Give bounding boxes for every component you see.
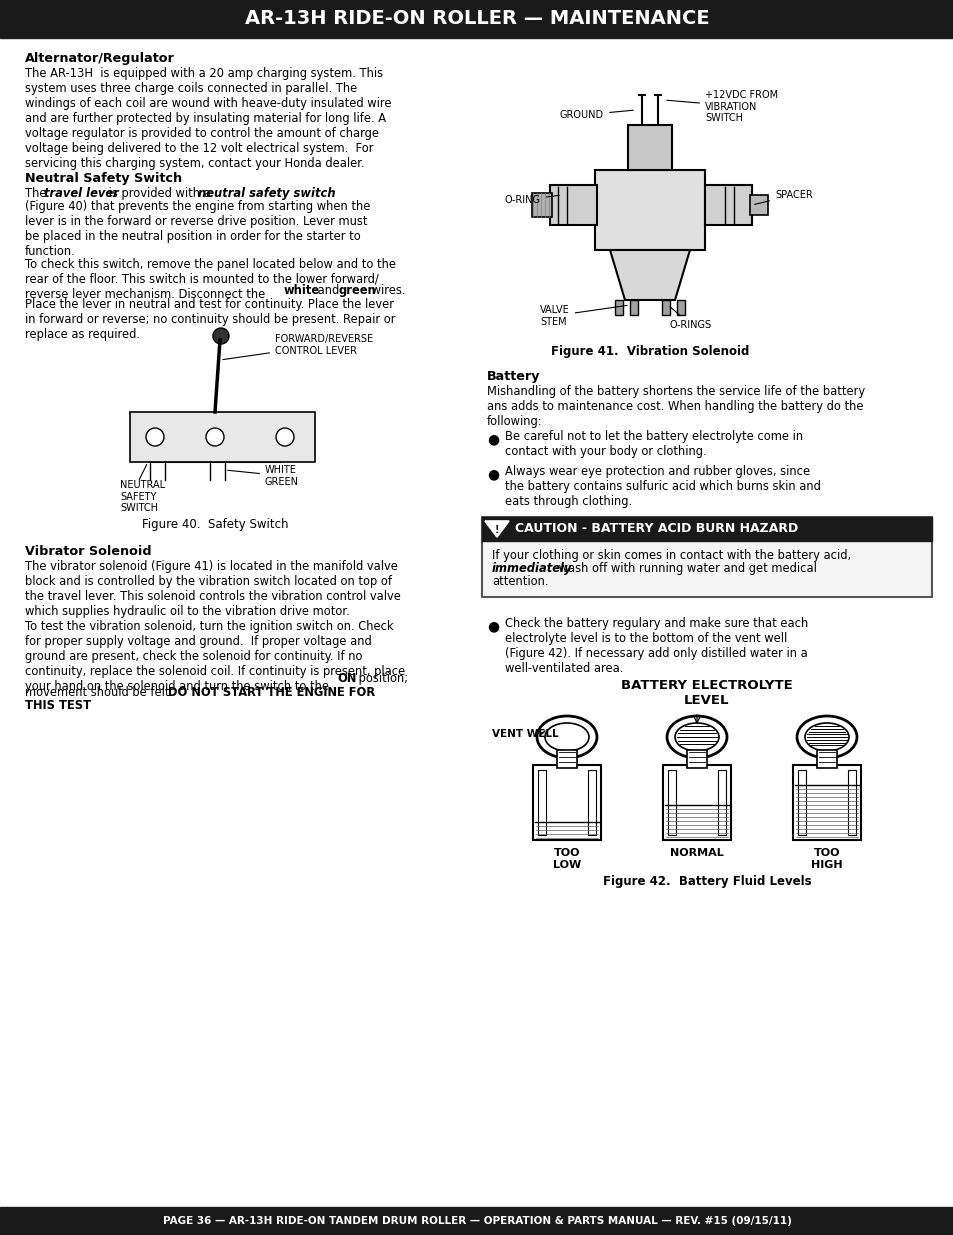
- Text: TOO
HIGH: TOO HIGH: [810, 848, 841, 869]
- Text: ●: ●: [486, 619, 498, 634]
- Bar: [749, 195, 767, 215]
- Text: To check this switch, remove the panel located below and to the
rear of the floo: To check this switch, remove the panel l…: [25, 258, 395, 301]
- Bar: [550, 185, 597, 225]
- Text: Figure 42.  Battery Fluid Levels: Figure 42. Battery Fluid Levels: [602, 876, 810, 888]
- Text: Neutral Safety Switch: Neutral Safety Switch: [25, 172, 182, 185]
- Bar: [704, 185, 751, 225]
- Text: PAGE 36 — AR-13H RIDE-ON TANDEM DRUM ROLLER — OPERATION & PARTS MANUAL — REV. #1: PAGE 36 — AR-13H RIDE-ON TANDEM DRUM ROL…: [162, 1216, 791, 1226]
- Bar: [792, 764, 861, 840]
- Text: position;: position;: [355, 672, 408, 685]
- Text: WHITE
GREEN: WHITE GREEN: [228, 466, 298, 487]
- Bar: [557, 750, 577, 768]
- Bar: [587, 769, 596, 835]
- Polygon shape: [484, 521, 509, 537]
- Text: O-RING: O-RING: [504, 195, 558, 205]
- Bar: [481, 517, 931, 597]
- Text: Figure 41.  Vibration Solenoid: Figure 41. Vibration Solenoid: [550, 345, 748, 358]
- Text: Always wear eye protection and rubber gloves, since
the battery contains sulfuri: Always wear eye protection and rubber gl…: [504, 466, 820, 508]
- Bar: [677, 300, 684, 315]
- Polygon shape: [609, 249, 689, 300]
- Text: If your clothing or skin comes in contact with the battery acid,: If your clothing or skin comes in contac…: [492, 550, 850, 562]
- Text: is provided with a: is provided with a: [105, 186, 214, 200]
- Bar: [0, 0, 953, 38]
- Text: wash off with running water and get medical: wash off with running water and get medi…: [555, 562, 816, 576]
- Text: ●: ●: [486, 432, 498, 446]
- Text: NEUTRAL
SAFETY
SWITCH: NEUTRAL SAFETY SWITCH: [120, 480, 165, 514]
- Ellipse shape: [537, 716, 597, 758]
- Text: wires.: wires.: [368, 284, 405, 296]
- Text: +12VDC FROM
VIBRATION
SWITCH: +12VDC FROM VIBRATION SWITCH: [666, 90, 778, 124]
- Text: To test the vibration solenoid, turn the ignition switch on. Check
for proper su: To test the vibration solenoid, turn the…: [25, 620, 405, 693]
- Text: movement should be felt.: movement should be felt.: [25, 685, 176, 699]
- Bar: [595, 170, 704, 249]
- Text: and: and: [314, 284, 342, 296]
- Text: AR-13H RIDE-ON ROLLER — MAINTENANCE: AR-13H RIDE-ON ROLLER — MAINTENANCE: [244, 10, 709, 28]
- Text: SPACER: SPACER: [754, 190, 812, 204]
- Text: O-RINGS: O-RINGS: [669, 306, 711, 330]
- Text: CAUTION - BATTERY ACID BURN HAZARD: CAUTION - BATTERY ACID BURN HAZARD: [515, 522, 798, 536]
- Text: NORMAL: NORMAL: [669, 848, 723, 858]
- Text: Vibrator Solenoid: Vibrator Solenoid: [25, 545, 152, 558]
- Text: VENT WELL: VENT WELL: [492, 729, 558, 739]
- Text: neutral safety switch: neutral safety switch: [197, 186, 335, 200]
- Text: Figure 40.  Safety Switch: Figure 40. Safety Switch: [142, 517, 288, 531]
- Text: The AR-13H  is equipped with a 20 amp charging system. This
system uses three ch: The AR-13H is equipped with a 20 amp cha…: [25, 67, 391, 170]
- Text: travel lever: travel lever: [44, 186, 118, 200]
- Ellipse shape: [544, 722, 588, 751]
- Bar: [627, 125, 671, 170]
- Bar: [532, 193, 552, 217]
- Text: DO NOT START THE ENGINE FOR: DO NOT START THE ENGINE FOR: [168, 685, 375, 699]
- Ellipse shape: [804, 722, 848, 751]
- Bar: [537, 769, 545, 835]
- Text: Battery: Battery: [486, 370, 540, 383]
- Text: (Figure 40) that prevents the engine from starting when the
lever is in the forw: (Figure 40) that prevents the engine fro…: [25, 200, 370, 258]
- Text: The vibrator solenoid (Figure 41) is located in the manifold valve
block and is : The vibrator solenoid (Figure 41) is loc…: [25, 559, 400, 618]
- Bar: [662, 764, 730, 840]
- Ellipse shape: [675, 722, 719, 751]
- Ellipse shape: [666, 716, 726, 758]
- Text: Mishandling of the battery shortens the service life of the battery
ans adds to : Mishandling of the battery shortens the …: [486, 385, 864, 429]
- Bar: [130, 412, 314, 462]
- Text: TOO
LOW: TOO LOW: [553, 848, 580, 869]
- Text: Check the battery regulary and make sure that each
electrolyte level is to the b: Check the battery regulary and make sure…: [504, 618, 807, 676]
- Text: THIS TEST: THIS TEST: [25, 699, 91, 713]
- Text: green: green: [338, 284, 376, 296]
- Bar: [816, 750, 836, 768]
- Ellipse shape: [796, 716, 856, 758]
- Text: FORWARD/REVERSE
CONTROL LEVER: FORWARD/REVERSE CONTROL LEVER: [222, 335, 373, 359]
- Text: immediately: immediately: [492, 562, 572, 576]
- Circle shape: [146, 429, 164, 446]
- Text: white: white: [284, 284, 320, 296]
- Bar: [667, 769, 676, 835]
- Text: The: The: [25, 186, 51, 200]
- Bar: [847, 769, 855, 835]
- Circle shape: [275, 429, 294, 446]
- Text: VALVE
STEM: VALVE STEM: [539, 305, 626, 326]
- Bar: [481, 517, 931, 541]
- Text: ●: ●: [486, 467, 498, 480]
- Circle shape: [213, 329, 229, 345]
- Text: Be careful not to let the battery electrolyte come in
contact with your body or : Be careful not to let the battery electr…: [504, 430, 802, 458]
- Bar: [0, 1207, 953, 1235]
- Bar: [686, 750, 706, 768]
- Bar: [533, 764, 600, 840]
- Text: !: !: [495, 525, 498, 535]
- Text: GROUND: GROUND: [559, 110, 633, 120]
- Bar: [629, 300, 638, 315]
- Text: Alternator/Regulator: Alternator/Regulator: [25, 52, 174, 65]
- Bar: [661, 300, 669, 315]
- Text: attention.: attention.: [492, 576, 548, 588]
- Circle shape: [206, 429, 224, 446]
- Bar: [718, 769, 725, 835]
- Text: Place the lever in neutral and test for continuity. Place the lever
in forward o: Place the lever in neutral and test for …: [25, 298, 395, 341]
- Bar: [615, 300, 622, 315]
- Text: ON: ON: [336, 672, 356, 685]
- Bar: [797, 769, 805, 835]
- Text: BATTERY ELECTROLYTE
LEVEL: BATTERY ELECTROLYTE LEVEL: [620, 679, 792, 706]
